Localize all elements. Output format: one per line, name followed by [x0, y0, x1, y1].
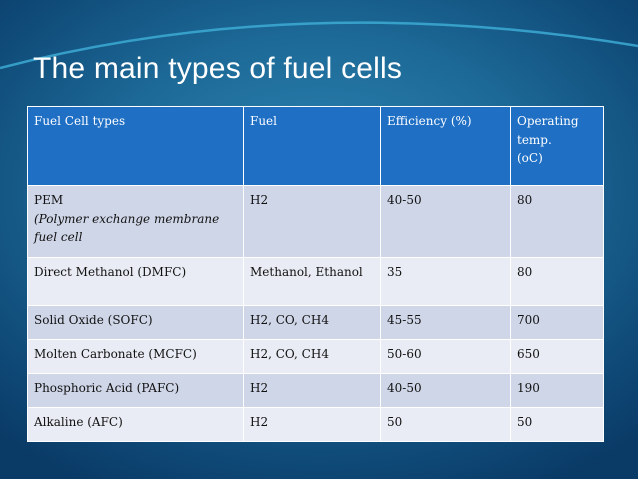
cell-efficiency: 45-55 — [380, 305, 511, 340]
cell-type: Phosphoric Acid (PAFC) — [27, 373, 244, 408]
cell-efficiency: 40-50 — [380, 185, 511, 258]
cell-efficiency: 35 — [380, 257, 511, 306]
cell-type-name: PEM — [34, 193, 64, 207]
cell-temp: 80 — [510, 257, 604, 306]
table-row: PEM (Polymer exchange membrane fuel cell… — [27, 185, 604, 258]
table-row: Solid Oxide (SOFC) H2, CO, CH4 45-55 700 — [27, 305, 604, 340]
cell-type: PEM (Polymer exchange membrane fuel cell — [27, 185, 244, 258]
cell-fuel: H2 — [243, 373, 381, 408]
header-temp-line-3: (oC) — [517, 151, 543, 166]
header-temp-line-2: temp. — [517, 132, 552, 147]
header-operating-temp: Operating temp. (oC) — [510, 106, 604, 186]
cell-type-note: (Polymer exchange membrane fuel cell — [34, 211, 220, 245]
cell-fuel: H2, CO, CH4 — [243, 305, 381, 340]
cell-type: Solid Oxide (SOFC) — [27, 305, 244, 340]
cell-temp: 190 — [510, 373, 604, 408]
cell-efficiency: 40-50 — [380, 373, 511, 408]
header-efficiency: Efficiency (%) — [380, 106, 511, 186]
cell-type: Molten Carbonate (MCFC) — [27, 339, 244, 374]
cell-temp: 650 — [510, 339, 604, 374]
cell-efficiency: 50-60 — [380, 339, 511, 374]
cell-fuel: H2 — [243, 185, 381, 258]
table-row: Alkaline (AFC) H2 50 50 — [27, 407, 604, 442]
cell-fuel: Methanol, Ethanol — [243, 257, 381, 306]
slide-title: The main types of fuel cells — [33, 52, 403, 85]
cell-type: Direct Methanol (DMFC) — [27, 257, 244, 306]
cell-temp: 700 — [510, 305, 604, 340]
cell-temp: 50 — [510, 407, 604, 442]
table-header-row: Fuel Cell types Fuel Efficiency (%) Oper… — [27, 106, 604, 186]
cell-fuel: H2 — [243, 407, 381, 442]
table-row: Direct Methanol (DMFC) Methanol, Ethanol… — [27, 257, 604, 306]
header-fuel: Fuel — [243, 106, 381, 186]
cell-fuel: H2, CO, CH4 — [243, 339, 381, 374]
table-row: Molten Carbonate (MCFC) H2, CO, CH4 50-6… — [27, 339, 604, 374]
cell-type: Alkaline (AFC) — [27, 407, 244, 442]
header-temp-line-1: Operating — [517, 114, 579, 128]
cell-temp: 80 — [510, 185, 604, 258]
header-fuel-cell-types: Fuel Cell types — [27, 106, 244, 186]
cell-efficiency: 50 — [380, 407, 511, 442]
fuel-cell-table: Fuel Cell types Fuel Efficiency (%) Oper… — [27, 106, 604, 442]
table-row: Phosphoric Acid (PAFC) H2 40-50 190 — [27, 373, 604, 408]
